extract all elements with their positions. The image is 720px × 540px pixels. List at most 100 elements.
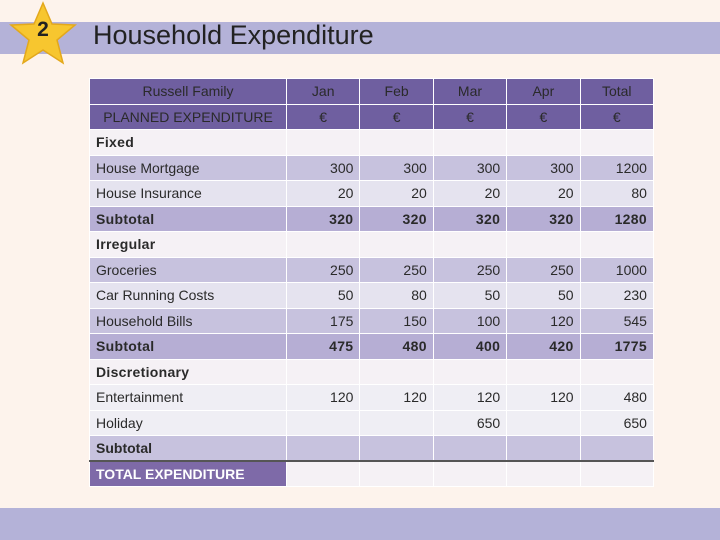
- row-label: Subtotal: [89, 435, 287, 462]
- currency-cell: €: [359, 103, 434, 130]
- empty-cell: [506, 231, 581, 258]
- value-cell: 120: [285, 384, 361, 411]
- star-icon: [9, 1, 77, 65]
- row-label: Household Bills: [89, 307, 287, 334]
- value-cell: [506, 435, 581, 462]
- value-cell: 545: [579, 307, 654, 334]
- row-label: Subtotal: [89, 205, 287, 232]
- value-cell: 20: [359, 180, 434, 207]
- table-row: House Insurance 20 20 20 20 80: [89, 180, 654, 207]
- value-cell: 250: [506, 256, 581, 283]
- header-col-mar: Mar: [432, 78, 508, 105]
- value-cell: 80: [359, 282, 434, 309]
- subtotal-row: Subtotal 475 480 400 420 1775: [89, 333, 654, 360]
- row-label: TOTAL EXPENDITURE: [89, 460, 287, 487]
- row-label: Holiday: [89, 409, 287, 436]
- value-cell: [285, 435, 361, 462]
- value-cell: [285, 460, 361, 487]
- value-cell: [285, 409, 361, 436]
- section-discretionary-row: Discretionary: [89, 358, 654, 385]
- value-cell: 50: [285, 282, 361, 309]
- table-row: Household Bills 175 150 100 120 545: [89, 307, 654, 334]
- value-cell: 480: [359, 333, 434, 360]
- header-row-family: Russell Family Jan Feb Mar Apr Total: [89, 78, 654, 105]
- header-col-feb: Feb: [359, 78, 434, 105]
- value-cell: [432, 435, 508, 462]
- value-cell: 320: [432, 205, 508, 232]
- value-cell: 650: [432, 409, 508, 436]
- total-expenditure-row: TOTAL EXPENDITURE: [89, 460, 654, 487]
- value-cell: 120: [432, 384, 508, 411]
- empty-cell: [432, 129, 508, 156]
- value-cell: 20: [432, 180, 508, 207]
- value-cell: 50: [506, 282, 581, 309]
- currency-cell: €: [579, 103, 654, 130]
- table-row: Groceries 250 250 250 250 1000: [89, 256, 654, 283]
- header-family-label: Russell Family: [89, 78, 287, 105]
- value-cell: [359, 460, 434, 487]
- value-cell: 230: [579, 282, 654, 309]
- value-cell: 320: [506, 205, 581, 232]
- empty-cell: [359, 358, 434, 385]
- header-col-apr: Apr: [506, 78, 581, 105]
- value-cell: [506, 460, 581, 487]
- value-cell: 1200: [579, 154, 654, 181]
- value-cell: [579, 435, 654, 462]
- value-cell: 20: [285, 180, 361, 207]
- value-cell: 320: [285, 205, 361, 232]
- table-row: Car Running Costs 50 80 50 50 230: [89, 282, 654, 309]
- value-cell: 650: [579, 409, 654, 436]
- value-cell: 480: [579, 384, 654, 411]
- bottom-accent-band: [0, 508, 720, 540]
- value-cell: 400: [432, 333, 508, 360]
- currency-cell: €: [432, 103, 508, 130]
- empty-cell: [432, 358, 508, 385]
- empty-cell: [285, 231, 361, 258]
- value-cell: 300: [432, 154, 508, 181]
- value-cell: 420: [506, 333, 581, 360]
- top-accent-band: [0, 22, 720, 54]
- value-cell: 300: [285, 154, 361, 181]
- empty-cell: [579, 129, 654, 156]
- header-col-total: Total: [579, 78, 654, 105]
- section-fixed-row: Fixed: [89, 129, 654, 156]
- table-row: Entertainment 120 120 120 120 480: [89, 384, 654, 411]
- empty-cell: [285, 358, 361, 385]
- row-label: Subtotal: [89, 333, 287, 360]
- row-label: House Mortgage: [89, 154, 287, 181]
- value-cell: 1000: [579, 256, 654, 283]
- section-irregular-row: Irregular: [89, 231, 654, 258]
- empty-cell: [506, 358, 581, 385]
- currency-cell: €: [506, 103, 581, 130]
- empty-cell: [432, 231, 508, 258]
- value-cell: 150: [359, 307, 434, 334]
- empty-cell: [285, 129, 361, 156]
- value-cell: 80: [579, 180, 654, 207]
- header-row-planned: PLANNED EXPENDITURE € € € € €: [89, 103, 654, 130]
- row-label: Groceries: [89, 256, 287, 283]
- table-row: Holiday 650 650: [89, 409, 654, 436]
- section-irregular-label: Irregular: [89, 231, 287, 258]
- empty-cell: [359, 129, 434, 156]
- value-cell: 120: [506, 307, 581, 334]
- row-label: House Insurance: [89, 180, 287, 207]
- value-cell: 300: [359, 154, 434, 181]
- expenditure-table: Russell Family Jan Feb Mar Apr Total PLA…: [89, 78, 654, 487]
- value-cell: 20: [506, 180, 581, 207]
- table-row: House Mortgage 300 300 300 300 1200: [89, 154, 654, 181]
- value-cell: 175: [285, 307, 361, 334]
- value-cell: 1775: [579, 333, 654, 360]
- empty-cell: [579, 231, 654, 258]
- value-cell: 250: [359, 256, 434, 283]
- empty-cell: [506, 129, 581, 156]
- value-cell: 100: [432, 307, 508, 334]
- row-label: Entertainment: [89, 384, 287, 411]
- value-cell: 475: [285, 333, 361, 360]
- subtotal-row: Subtotal: [89, 435, 654, 462]
- value-cell: 1280: [579, 205, 654, 232]
- value-cell: 120: [359, 384, 434, 411]
- value-cell: 250: [432, 256, 508, 283]
- header-planned-label: PLANNED EXPENDITURE: [89, 103, 287, 130]
- empty-cell: [579, 358, 654, 385]
- page-title: Household Expenditure: [93, 20, 374, 50]
